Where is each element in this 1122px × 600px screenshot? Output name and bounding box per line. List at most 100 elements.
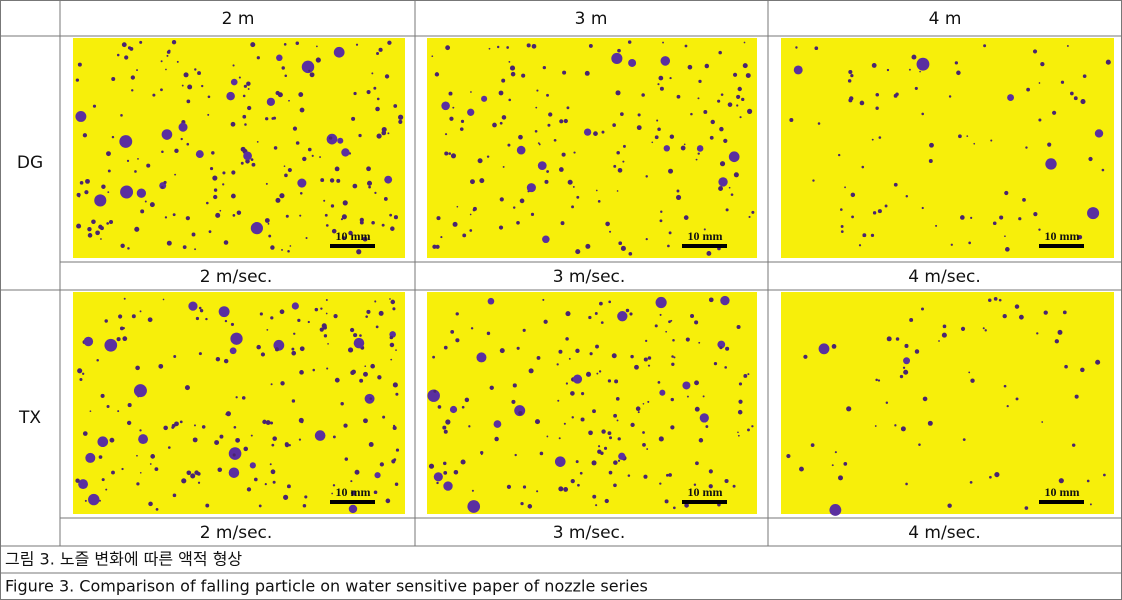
droplet — [1014, 304, 1020, 309]
scale-label: 10 mm — [1045, 485, 1080, 499]
droplet — [264, 218, 270, 223]
droplet — [616, 419, 619, 422]
droplet — [460, 119, 465, 123]
droplet — [165, 68, 167, 71]
droplet — [265, 420, 271, 425]
droplet — [581, 392, 585, 396]
droplet — [611, 353, 617, 359]
droplet — [720, 93, 724, 96]
droplet — [82, 133, 88, 138]
droplet — [435, 244, 440, 249]
droplet — [297, 318, 301, 323]
droplet — [904, 343, 909, 348]
droplet — [984, 329, 987, 332]
droplet — [232, 453, 236, 457]
droplet — [97, 436, 109, 448]
droplet — [453, 469, 459, 475]
droplet — [1070, 91, 1074, 96]
droplet — [387, 40, 392, 45]
droplet — [634, 364, 639, 370]
droplet — [673, 356, 676, 359]
droplet — [737, 86, 742, 92]
droplet — [697, 152, 700, 155]
droplet — [214, 440, 220, 445]
droplet — [658, 75, 664, 81]
droplet — [573, 151, 576, 154]
droplet — [611, 52, 623, 65]
droplet — [723, 138, 728, 143]
droplet — [358, 133, 362, 138]
droplet — [747, 108, 753, 114]
droplet — [595, 189, 598, 192]
droplet — [259, 312, 263, 316]
droplet — [256, 344, 261, 350]
droplet — [172, 213, 176, 217]
droplet — [395, 349, 397, 351]
droplet — [803, 354, 808, 359]
droplet — [829, 504, 842, 516]
droplet — [743, 374, 748, 378]
droplet — [668, 231, 672, 235]
droplet — [538, 143, 541, 146]
droplet — [212, 175, 218, 181]
droplet — [390, 358, 393, 361]
droplet — [1054, 339, 1059, 344]
droplet — [341, 214, 347, 220]
droplet — [160, 186, 164, 189]
droplet — [613, 413, 618, 418]
droplet — [870, 233, 875, 238]
droplet — [250, 222, 263, 235]
droplet — [356, 249, 362, 255]
droplet — [993, 296, 998, 301]
droplet — [353, 333, 358, 338]
droplet — [443, 471, 448, 475]
droplet — [376, 97, 380, 101]
droplet — [201, 84, 204, 88]
droplet — [120, 185, 134, 199]
droplet — [359, 378, 364, 383]
droplet — [690, 314, 695, 319]
droplet — [736, 324, 741, 330]
droplet — [468, 425, 471, 428]
droplet — [253, 477, 258, 482]
droplet — [148, 501, 153, 507]
droplet — [470, 91, 472, 93]
droplet — [572, 185, 575, 188]
droplet — [327, 342, 329, 345]
droplet — [197, 481, 201, 484]
droplet — [140, 209, 145, 214]
droplet — [877, 209, 882, 214]
droplet — [847, 79, 852, 83]
droplet — [905, 195, 909, 198]
droplet — [615, 90, 621, 96]
droplet — [186, 470, 192, 476]
droplet — [371, 220, 375, 225]
droplet — [76, 223, 82, 229]
droplet — [747, 428, 750, 432]
droplet — [171, 39, 177, 45]
droplet — [258, 504, 262, 508]
droplet — [599, 301, 603, 306]
droplet — [106, 222, 110, 225]
scale-label: 10 mm — [688, 485, 723, 499]
droplet — [546, 435, 549, 438]
droplet — [893, 182, 898, 187]
droplet — [190, 473, 196, 479]
droplet — [459, 127, 464, 131]
droplet — [659, 313, 662, 316]
droplet — [315, 57, 321, 63]
droplet — [394, 482, 399, 486]
droplet — [311, 154, 314, 157]
droplet — [709, 135, 714, 140]
droplet — [287, 250, 290, 253]
droplet — [213, 188, 218, 192]
droplet — [519, 198, 525, 204]
droplet — [209, 167, 214, 171]
droplet — [982, 327, 985, 330]
droplet — [136, 454, 138, 457]
droplet — [682, 381, 691, 390]
droplet — [116, 53, 120, 57]
droplet — [184, 385, 190, 391]
droplet — [332, 435, 336, 439]
droplet — [265, 117, 269, 121]
